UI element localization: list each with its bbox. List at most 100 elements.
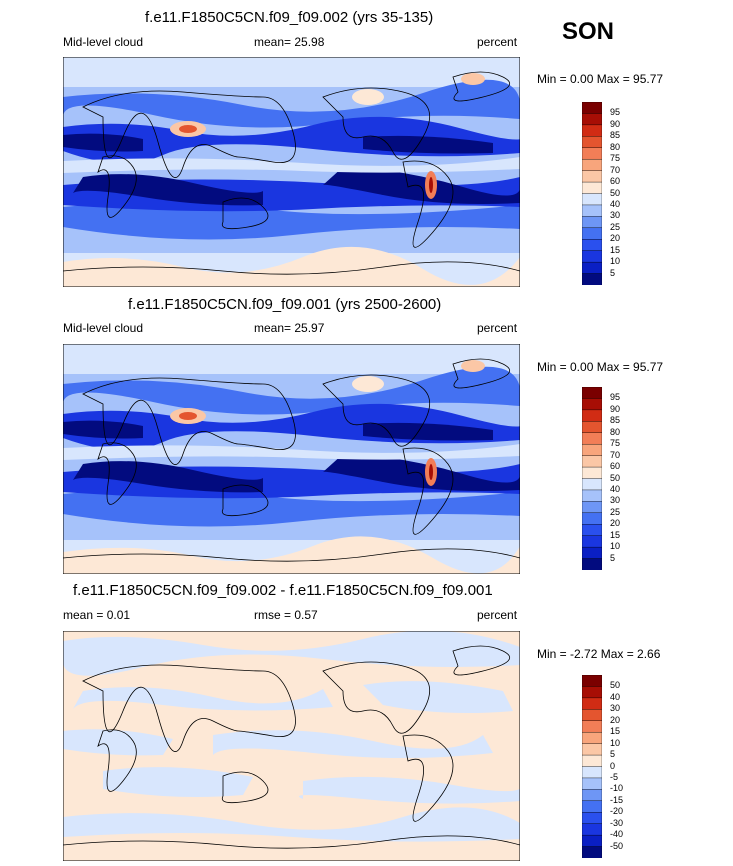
colorbar-tick-label: -50 [610,840,624,851]
colorbar-swatch [581,743,603,756]
colorbar-swatch [581,674,603,687]
colorbar-swatch [581,421,603,434]
panel2-map [63,344,520,574]
colorbar-tick-label: 85 [610,415,621,426]
colorbar-swatch [581,239,603,252]
colorbar-swatch [581,501,603,514]
colorbar-tick-label: 20 [610,714,621,725]
panel3-colorbar: 50 40 30 20 15 10 5 0 -5 -10 -15 -20 -30 -40 -50 [581,674,662,859]
colorbar-swatch [581,101,603,114]
colorbar-swatch [581,398,603,411]
colorbar-tick-label: 95 [610,107,621,118]
colorbar-tick-label: 70 [610,449,621,460]
colorbar-tick-label: -15 [610,794,624,805]
colorbar-swatch [581,443,603,457]
colorbar-tick-label: 5 [610,267,616,278]
colorbar-tick-label: 5 [610,749,616,760]
colorbar-tick-label: 50 [610,187,621,198]
colorbar-tick-label: 60 [610,176,621,187]
colorbar-tick-label: 90 [610,403,621,414]
colorbar-tick-label: 40 [610,483,621,494]
colorbar-swatch [581,261,603,275]
colorbar-tick-label: 30 [610,210,621,221]
colorbar-tick-label: 80 [610,426,621,437]
panel3-map [63,631,520,861]
colorbar-tick-label: 10 [610,256,621,267]
colorbar-swatch [581,124,603,137]
colorbar-swatch [581,846,603,859]
colorbar-tick-label: 40 [610,198,621,209]
panel1-units-label: percent [477,35,518,49]
colorbar-swatch [581,386,603,399]
colorbar-swatch [581,227,603,240]
panel2-variable-label: Mid-level cloud [63,321,144,335]
colorbar-tick-label: 0 [610,760,616,771]
colorbar-tick-label: 5 [610,552,616,563]
panel2-colorbar: 95 90 85 80 75 70 60 50 40 30 25 20 15 10 5 [581,386,662,571]
panel3-title: f.e11.F1850C5CN.f09_f09.002 - f.e11.F185… [73,582,493,599]
colorbar-swatch [581,558,603,571]
colorbar-tick-label: 15 [610,529,621,540]
panel1-minmax: Min = 0.00 Max = 95.77 [537,72,664,86]
colorbar-tick-label: 25 [610,221,621,232]
colorbar-tick-label: 90 [610,118,621,129]
colorbar-swatch [581,686,603,699]
colorbar-tick-label: 25 [610,506,621,517]
colorbar-swatch [581,789,603,802]
colorbar-tick-label: -5 [610,771,619,782]
colorbar-swatch [581,170,603,183]
colorbar-swatch [581,273,603,286]
colorbar-tick-label: 10 [610,737,621,748]
colorbar-swatch [581,535,603,548]
colorbar-swatch [581,823,603,836]
colorbar-swatch [581,720,603,733]
colorbar-tick-label: 85 [610,130,621,141]
colorbar-swatch [581,136,603,149]
colorbar-swatch [581,478,603,491]
colorbar-swatch [581,697,603,710]
colorbar-tick-label: 20 [610,233,621,244]
panel2-title: f.e11.F1850C5CN.f09_f09.001 (yrs 2500-26… [128,296,442,313]
colorbar-swatch [581,466,603,479]
season-label: SON [562,18,615,45]
colorbar-swatch [581,181,603,194]
colorbar-swatch [581,147,603,160]
colorbar-swatch [581,709,603,722]
panel3-mean-label: mean = 0.01 [63,608,131,622]
colorbar-swatch [581,512,603,525]
colorbar-swatch [581,834,603,848]
colorbar-tick-label: 50 [610,680,621,691]
colorbar-swatch [581,777,603,790]
colorbar-tick-label: 95 [610,392,621,403]
colorbar-tick-label: 40 [610,691,621,702]
colorbar-swatch [581,250,603,263]
colorbar-swatch [581,524,603,537]
panel1-map [63,57,520,287]
colorbar-swatch [581,158,603,172]
panel3-units-label: percent [477,608,518,622]
panel3-rmse-label: rmse = 0.57 [254,608,318,622]
colorbar-swatch [581,216,603,229]
colorbar-tick-label: 70 [610,164,621,175]
colorbar-swatch [581,432,603,445]
colorbar-swatch [581,800,603,813]
colorbar-tick-label: 15 [610,244,621,255]
colorbar-swatch [581,113,603,126]
colorbar-swatch [581,455,603,468]
colorbar-swatch [581,489,603,502]
colorbar-tick-label: 30 [610,703,621,714]
panel1-title: f.e11.F1850C5CN.f09_f09.002 (yrs 35-135) [145,9,434,26]
panel1-variable-label: Mid-level cloud [63,35,144,49]
panel1-colorbar-swatches [581,101,603,286]
panel2-mean-label: mean= 25.97 [254,321,325,335]
colorbar-tick-label: 80 [610,141,621,152]
colorbar-tick-label: 75 [610,438,621,449]
colorbar-tick-label: 75 [610,153,621,164]
colorbar-swatch [581,812,603,825]
colorbar-swatch [581,731,603,745]
panel2-colorbar-swatches [581,386,603,571]
panel1-mean-label: mean= 25.98 [254,35,325,49]
colorbar-tick-label: -40 [610,829,624,840]
colorbar-tick-label: -30 [610,817,624,828]
panel2-minmax: Min = 0.00 Max = 95.77 [537,360,664,374]
